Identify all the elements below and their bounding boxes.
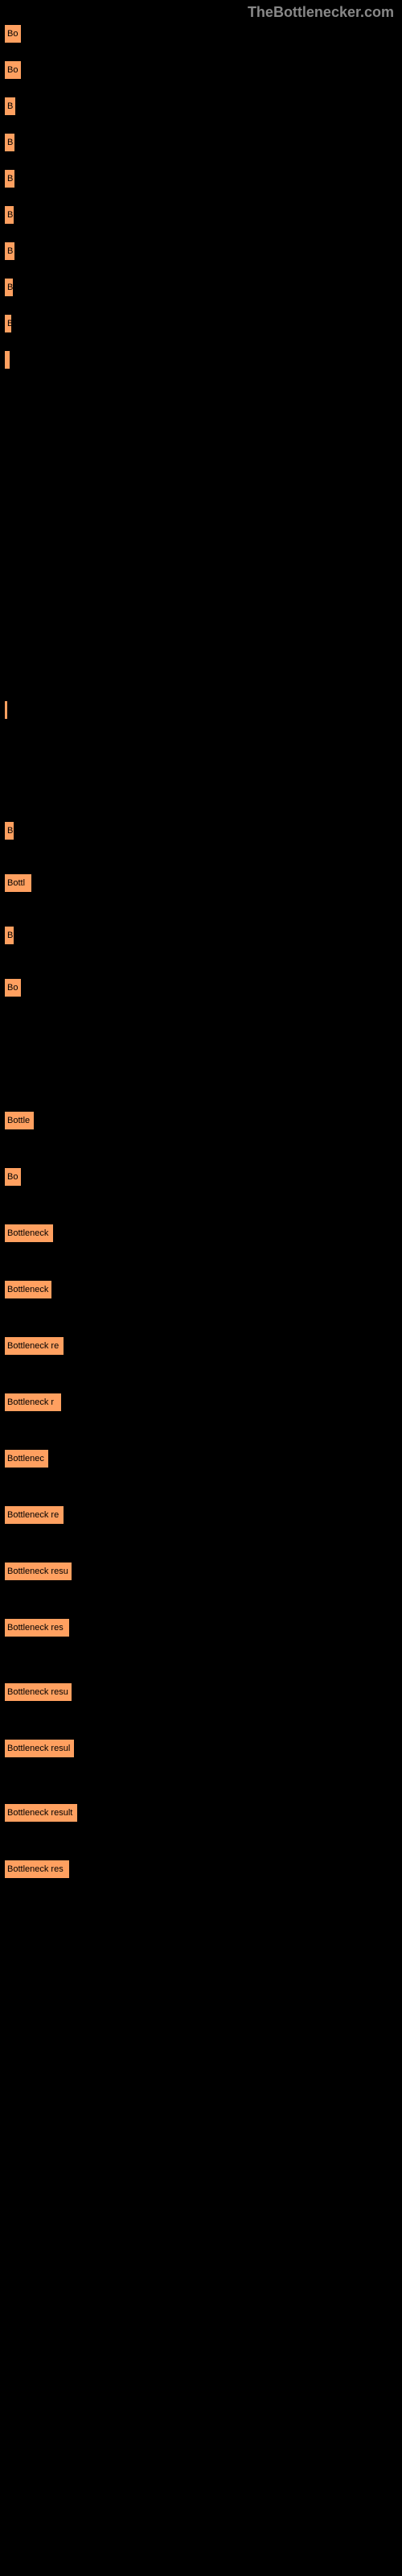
bar-row: Bo xyxy=(4,1167,22,1187)
bar-rect: B xyxy=(4,205,14,225)
bar-row: B xyxy=(4,314,12,333)
bar-label: B xyxy=(7,283,13,292)
bar-rect: B xyxy=(4,926,14,945)
bar-rect: Bottleneck res xyxy=(4,1860,70,1879)
watermark-text: TheBottlenecker.com xyxy=(248,4,394,21)
bar-label: Bottleneck re xyxy=(7,1510,59,1520)
bar-rect xyxy=(4,350,10,369)
bar-row xyxy=(4,700,8,720)
bar-row: B xyxy=(4,133,15,152)
bar-row: Bottleneck res xyxy=(4,1618,70,1637)
bar-row: Bo xyxy=(4,24,22,43)
bar-label: Bo xyxy=(7,983,18,993)
bar-label: B xyxy=(7,931,13,940)
bar-label: Bottle xyxy=(7,1116,30,1125)
bar-label: Bottleneck xyxy=(7,1228,48,1238)
bar-label: B xyxy=(7,319,12,328)
bar-rect: Bottleneck resu xyxy=(4,1682,72,1702)
bar-rect: B xyxy=(4,242,15,261)
bar-row: Bottleneck re xyxy=(4,1505,64,1525)
bar-rect: Bo xyxy=(4,978,22,997)
bar-row: B xyxy=(4,926,14,945)
bar-rect: Bottl xyxy=(4,873,32,893)
bar-label: B xyxy=(7,210,13,220)
bar-label: Bottleneck re xyxy=(7,1341,59,1351)
bar-rect: Bottleneck re xyxy=(4,1505,64,1525)
bar-label: Bottlenec xyxy=(7,1454,44,1463)
bar-label: Bo xyxy=(7,65,18,75)
bar-rect: Bottleneck resu xyxy=(4,1562,72,1581)
bar-label: Bottleneck xyxy=(7,1285,48,1294)
bar-rect: Bo xyxy=(4,60,22,80)
bar-label: Bottleneck r xyxy=(7,1397,54,1407)
bar-rect: B xyxy=(4,169,15,188)
bar-row: Bottleneck result xyxy=(4,1803,78,1823)
bar-row xyxy=(4,350,10,369)
bar-row: Bottlenec xyxy=(4,1449,49,1468)
bar-row: Bottleneck xyxy=(4,1280,52,1299)
bar-rect: Bottleneck xyxy=(4,1224,54,1243)
bar-rect: B xyxy=(4,133,15,152)
bar-rect: B xyxy=(4,821,14,840)
bar-rect xyxy=(4,700,8,720)
bar-row: B xyxy=(4,97,16,116)
bar-label: Bottleneck resu xyxy=(7,1687,68,1697)
bar-rect: B xyxy=(4,314,12,333)
bar-row: Bottleneck resu xyxy=(4,1562,72,1581)
bar-row: B xyxy=(4,169,15,188)
bar-label: Bottleneck resul xyxy=(7,1744,70,1753)
bar-rect: B xyxy=(4,97,16,116)
bar-row: B xyxy=(4,242,15,261)
bar-label: Bottleneck result xyxy=(7,1808,72,1818)
bar-rect: Bottleneck xyxy=(4,1280,52,1299)
bar-row: B xyxy=(4,205,14,225)
bar-row: Bottleneck xyxy=(4,1224,54,1243)
bar-label: Bottleneck res xyxy=(7,1623,64,1633)
bar-rect: Bottleneck resul xyxy=(4,1739,75,1758)
bar-rect: Bottlenec xyxy=(4,1449,49,1468)
bar-row: Bottleneck resul xyxy=(4,1739,75,1758)
bar-label: Bo xyxy=(7,1172,18,1182)
bar-rect: B xyxy=(4,278,14,297)
bar-rect: Bottleneck result xyxy=(4,1803,78,1823)
bar-row: Bo xyxy=(4,60,22,80)
bar-label: B xyxy=(7,826,13,836)
bar-row: Bottleneck r xyxy=(4,1393,62,1412)
bar-rect: Bottleneck r xyxy=(4,1393,62,1412)
bar-label: B xyxy=(7,246,13,256)
bar-row: B xyxy=(4,821,14,840)
bar-label: Bottleneck res xyxy=(7,1864,64,1874)
bar-label: B xyxy=(7,174,13,184)
bar-label: B xyxy=(7,101,13,111)
bar-label: Bottleneck resu xyxy=(7,1567,68,1576)
bar-label: Bottl xyxy=(7,878,25,888)
bar-row: Bottle xyxy=(4,1111,35,1130)
bar-rect: Bo xyxy=(4,1167,22,1187)
bar-row: Bottleneck resu xyxy=(4,1682,72,1702)
bar-rect: Bottle xyxy=(4,1111,35,1130)
bar-rect: Bottleneck re xyxy=(4,1336,64,1356)
bar-label: Bo xyxy=(7,29,18,39)
bar-row: Bottleneck re xyxy=(4,1336,64,1356)
bar-rect: Bo xyxy=(4,24,22,43)
bar-rect: Bottleneck res xyxy=(4,1618,70,1637)
bar-row: Bottleneck res xyxy=(4,1860,70,1879)
bar-row: Bottl xyxy=(4,873,32,893)
bar-label: B xyxy=(7,138,13,147)
bar-row: B xyxy=(4,278,14,297)
bar-row: Bo xyxy=(4,978,22,997)
